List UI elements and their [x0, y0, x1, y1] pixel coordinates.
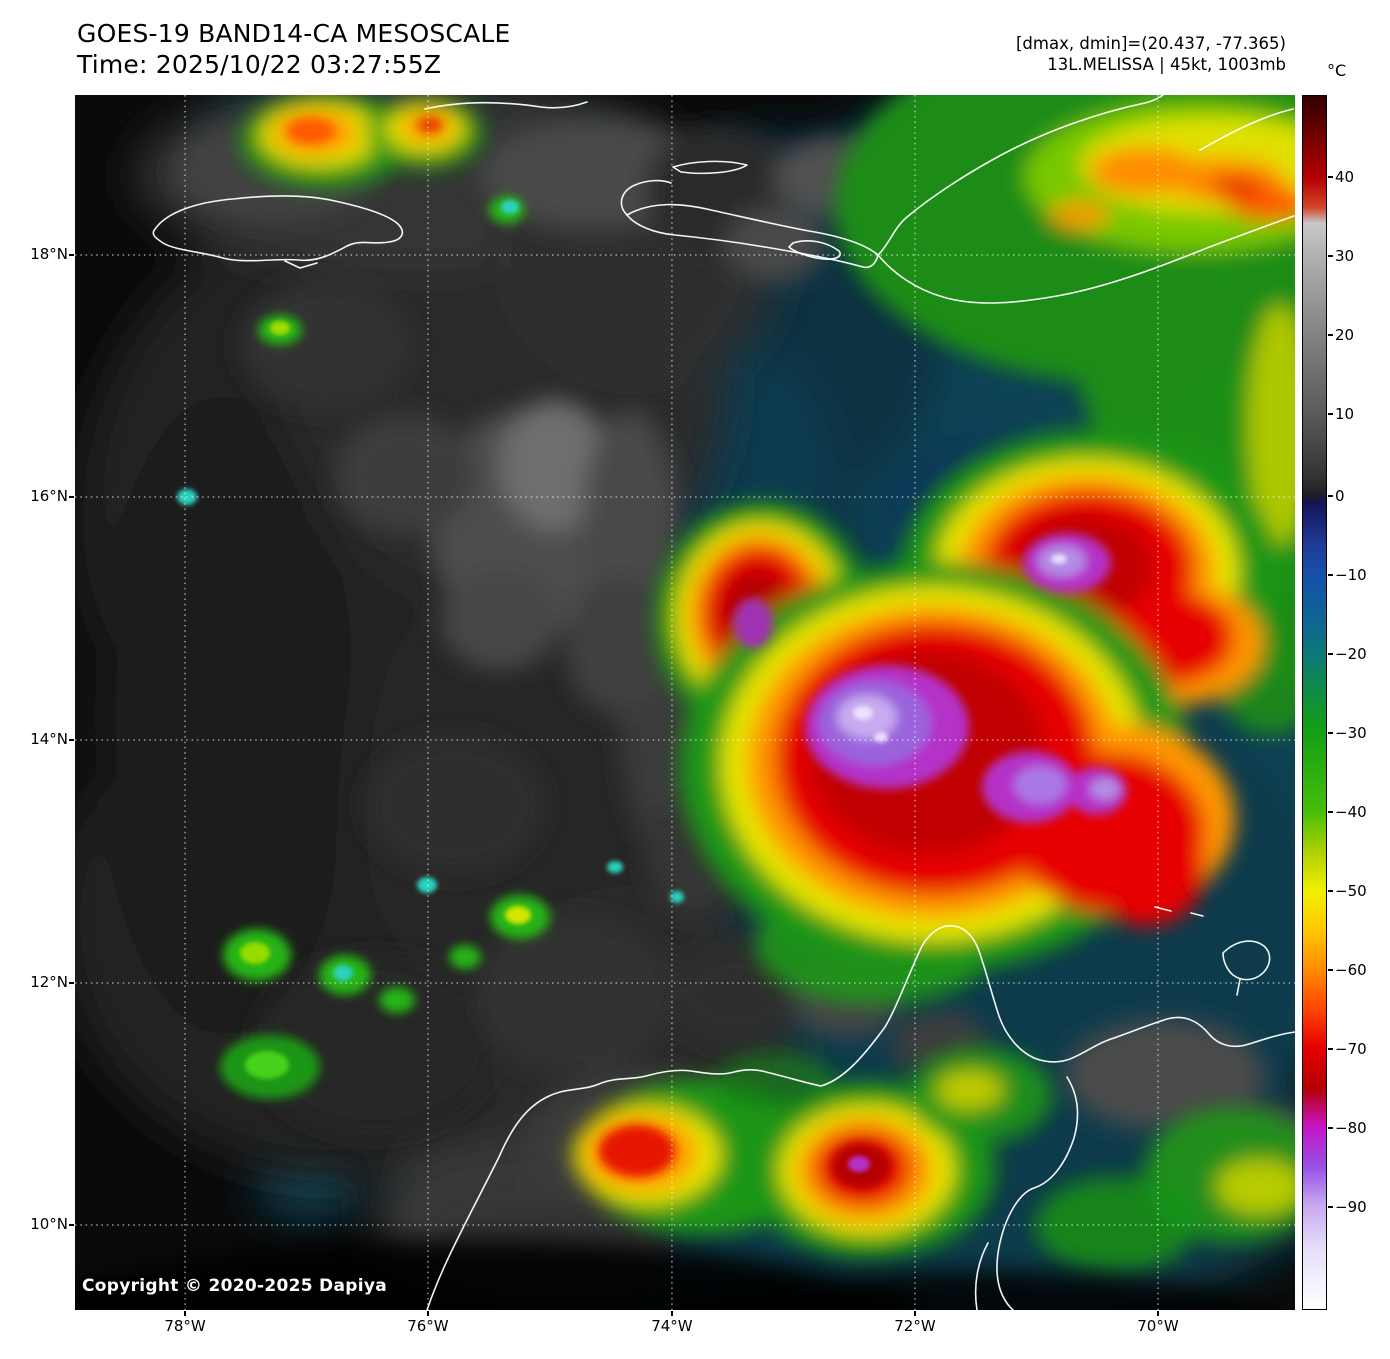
- bottom-dark-strip: [75, 1240, 1267, 1310]
- colorbar-tick-label: 0: [1335, 486, 1345, 505]
- colorbar-tick-mark: [1328, 1205, 1333, 1208]
- colorbar-tick-mark: [1328, 731, 1333, 734]
- colorbar-tick-label: −80: [1335, 1118, 1367, 1137]
- colorbar-tick-label: 30: [1335, 246, 1355, 265]
- island-curacao: [1154, 906, 1172, 912]
- latitude-tick-mark: [69, 254, 74, 256]
- longitude-tick-mark: [184, 1311, 187, 1316]
- colorbar: [1302, 95, 1327, 1310]
- coastline-jamaica: [152, 195, 404, 262]
- coastline-gonave-island: [788, 240, 841, 260]
- latitude-tick-mark: [69, 739, 74, 742]
- cloud-texture-layer: [175, 120, 1295, 1305]
- colorbar-unit-label: °C: [1327, 61, 1347, 80]
- coastline-hispaniola-north: [877, 95, 1164, 256]
- longitude-tick-mark: [426, 1311, 429, 1316]
- colorbar-tick-label: −20: [1335, 644, 1367, 663]
- coastline-south-america: [426, 924, 1295, 1310]
- colorbar-tick-mark: [1328, 810, 1333, 813]
- colorbar-tick-label: −10: [1335, 565, 1367, 584]
- coastline-haiti-peninsula-north: [626, 203, 879, 256]
- page-title: GOES-19 BAND14-CA MESOSCALE: [77, 19, 511, 48]
- colorbar-tick-mark: [1328, 254, 1333, 257]
- dmax-dmin-annotation: [dmax, dmin]=(20.437, -77.365): [1016, 34, 1286, 53]
- colorbar-tick-label: −60: [1335, 960, 1367, 979]
- latitude-tick-label: 16°N: [30, 487, 68, 506]
- colorbar-tick-mark: [1328, 412, 1333, 415]
- longitude-tick-mark: [913, 1311, 916, 1316]
- colorbar-tick-mark: [1328, 494, 1333, 497]
- latitude-tick-label: 14°N: [30, 730, 68, 749]
- longitude-tick-label: 78°W: [164, 1317, 206, 1335]
- coastline-hispaniola-northeast: [1199, 108, 1294, 151]
- lake-maracaibo-west-shore: [974, 1242, 989, 1310]
- timestamp: Time: 2025/10/22 03:27:55Z: [77, 50, 442, 79]
- colorbar-tick-mark: [1328, 968, 1333, 971]
- latitude-tick-mark: [69, 1223, 74, 1226]
- annotation-block: [dmax, dmin]=(20.437, -77.365) 13L.MELIS…: [1016, 33, 1286, 75]
- longitude-tick-mark: [670, 1311, 673, 1316]
- colorbar-tick-mark: [1328, 1126, 1333, 1129]
- island-aruba: [1190, 912, 1204, 917]
- latitude-longitude-grid: [75, 95, 1295, 1310]
- longitude-tick-label: 74°W: [651, 1317, 693, 1335]
- colorbar-tick-label: −70: [1335, 1039, 1367, 1058]
- longitude-tick-label: 70°W: [1137, 1317, 1179, 1335]
- colorbar-tick-label: 40: [1335, 168, 1355, 186]
- latitude-tick-mark: [69, 496, 74, 499]
- coastline-cuba: [424, 101, 588, 110]
- satellite-map: Copyright © 2020-2025 Dapiya: [75, 95, 1295, 1310]
- lake-maracaibo: [996, 1076, 1079, 1310]
- colorbar-tick-mark: [1328, 652, 1333, 655]
- latitude-tick-mark: [69, 982, 74, 985]
- colorbar-tick-mark: [1328, 889, 1333, 892]
- latitude-tick-label: 10°N: [30, 1214, 68, 1233]
- colorbar-tick-mark: [1328, 1047, 1333, 1050]
- colorbar-tick-mark: [1328, 573, 1333, 576]
- pixel-speckle-layer: [177, 200, 1067, 1172]
- coastline-paraguana: [1222, 940, 1271, 996]
- longitude-tick-label: 72°W: [894, 1317, 936, 1335]
- longitude-tick-mark: [1156, 1311, 1159, 1316]
- colorbar-tick-label: −30: [1335, 723, 1367, 742]
- latitude-tick-label: 12°N: [30, 973, 68, 992]
- title-block: GOES-19 BAND14-CA MESOSCALE Time: 2025/1…: [77, 18, 511, 80]
- coastline-jamaica-bight: [284, 260, 318, 269]
- colorbar-tick-label: −50: [1335, 881, 1367, 900]
- coastline-haiti-peninsula-south: [626, 214, 879, 269]
- coastlines: [152, 95, 1295, 1310]
- colorbar-tick-label: 20: [1335, 325, 1355, 344]
- coastline-hispaniola-south: [877, 215, 1295, 304]
- coastline-haiti-northwest: [620, 179, 672, 216]
- copyright-watermark: Copyright © 2020-2025 Dapiya: [82, 1276, 387, 1296]
- colorbar-tick-label: 10: [1335, 404, 1355, 423]
- storm-info-annotation: 13L.MELISSA | 45kt, 1003mb: [1047, 55, 1286, 74]
- coastline-tortuga: [672, 160, 748, 175]
- latitude-tick-label: 18°N: [30, 245, 68, 263]
- satellite-image: [75, 95, 1295, 1310]
- colorbar-tick-mark: [1328, 333, 1333, 336]
- colorbar-tick-mark: [1328, 176, 1333, 178]
- colorbar-tick-label: −40: [1335, 802, 1367, 821]
- colorbar-tick-label: −90: [1335, 1197, 1367, 1216]
- longitude-tick-label: 76°W: [407, 1317, 449, 1335]
